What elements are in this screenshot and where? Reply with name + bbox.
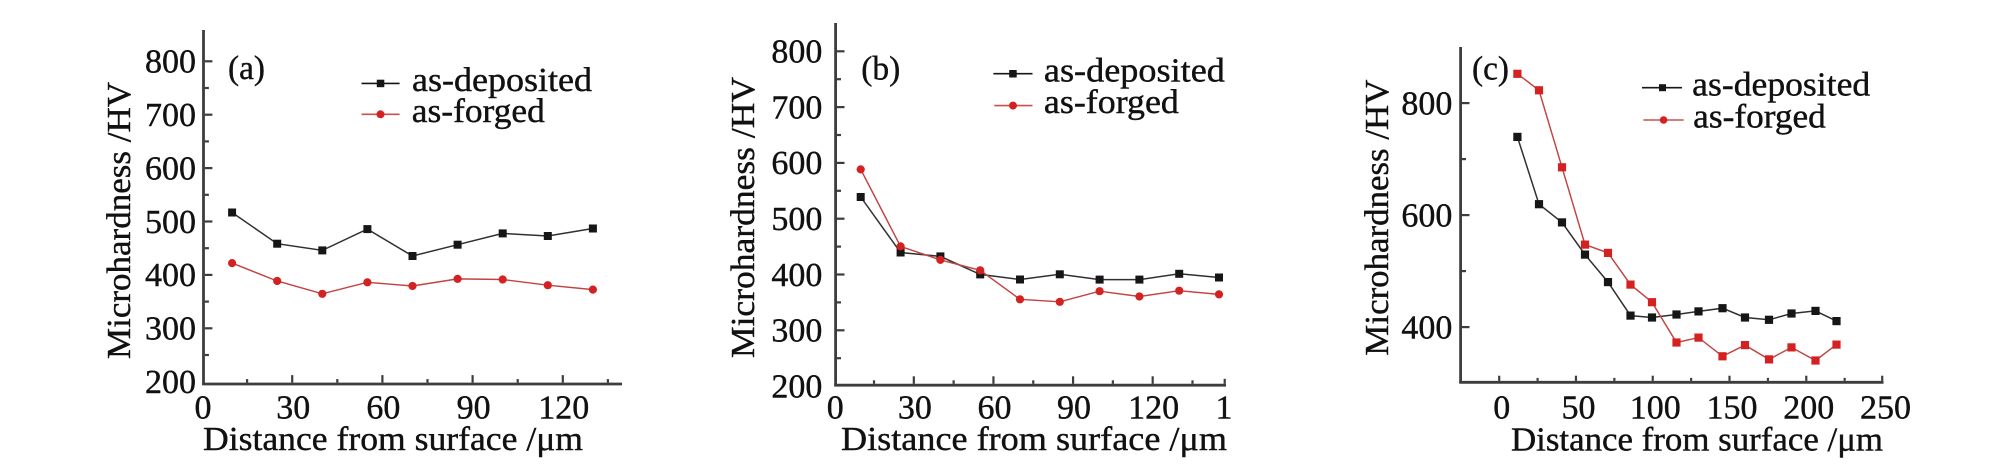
svg-text:300: 300 <box>145 311 196 348</box>
svg-text:30: 30 <box>276 390 310 427</box>
svg-text:Distance from surface /μm: Distance from surface /μm <box>841 421 1227 458</box>
svg-text:as-forged: as-forged <box>412 93 545 130</box>
svg-text:600: 600 <box>771 145 822 182</box>
svg-text:120: 120 <box>538 390 589 427</box>
svg-text:0: 0 <box>1493 390 1510 427</box>
svg-text:400: 400 <box>145 257 196 294</box>
svg-text:700: 700 <box>145 97 196 134</box>
svg-text:1: 1 <box>1216 390 1233 427</box>
svg-text:200: 200 <box>771 368 822 405</box>
svg-text:120: 120 <box>1128 390 1179 427</box>
svg-text:700: 700 <box>771 89 822 126</box>
svg-text:200: 200 <box>1783 390 1834 427</box>
svg-text:60: 60 <box>366 390 400 427</box>
svg-text:60: 60 <box>977 390 1011 427</box>
svg-text:as-forged: as-forged <box>1693 99 1826 136</box>
svg-text:as-deposited: as-deposited <box>1692 66 1870 103</box>
svg-text:250: 250 <box>1860 390 1911 427</box>
svg-text:Distance from surface /μm: Distance from surface /μm <box>1511 422 1883 459</box>
svg-text:500: 500 <box>145 204 196 241</box>
svg-text:600: 600 <box>1401 197 1452 234</box>
svg-text:100: 100 <box>1630 390 1681 427</box>
svg-text:Microhardness /HV: Microhardness /HV <box>725 77 762 358</box>
svg-text:(a): (a) <box>228 50 265 87</box>
svg-text:200: 200 <box>145 364 196 401</box>
svg-text:300: 300 <box>771 313 822 350</box>
svg-text:800: 800 <box>1401 85 1452 122</box>
svg-text:as-deposited: as-deposited <box>412 62 592 99</box>
svg-text:90: 90 <box>1057 390 1091 427</box>
svg-text:(c): (c) <box>1472 51 1509 88</box>
svg-text:0: 0 <box>827 390 844 427</box>
svg-text:500: 500 <box>771 201 822 238</box>
svg-text:800: 800 <box>771 34 822 71</box>
svg-text:400: 400 <box>771 257 822 294</box>
svg-text:600: 600 <box>145 150 196 187</box>
svg-text:30: 30 <box>898 390 932 427</box>
svg-text:as-deposited: as-deposited <box>1044 52 1225 89</box>
svg-text:800: 800 <box>145 44 196 81</box>
svg-text:Distance from surface /μm: Distance from surface /μm <box>203 421 583 458</box>
svg-text:0: 0 <box>195 390 212 427</box>
svg-text:(b): (b) <box>861 51 900 88</box>
svg-text:150: 150 <box>1707 390 1758 427</box>
svg-text:50: 50 <box>1561 390 1595 427</box>
svg-text:400: 400 <box>1401 309 1452 346</box>
svg-text:Microhardness /HV: Microhardness /HV <box>101 82 138 359</box>
svg-text:Microhardness /HV: Microhardness /HV <box>1359 79 1396 355</box>
svg-text:90: 90 <box>457 390 491 427</box>
svg-text:as-forged: as-forged <box>1044 84 1179 121</box>
